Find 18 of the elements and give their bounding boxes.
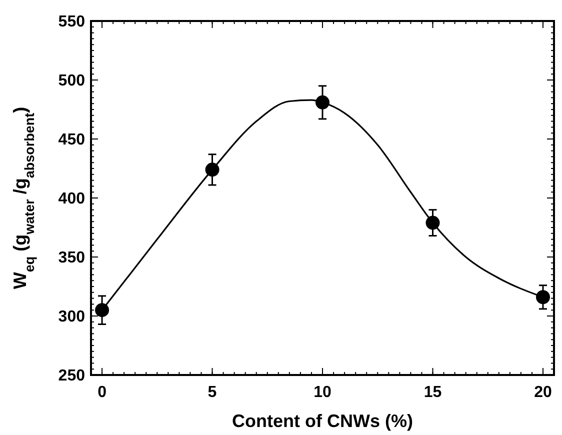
y-tick-label: 350: [58, 250, 86, 267]
point: [426, 216, 440, 230]
x-tick-label: 15: [424, 384, 442, 401]
point: [95, 303, 110, 318]
x-tick-label: 10: [314, 384, 332, 401]
x-tick-label: 0: [98, 384, 107, 401]
y-tick-label: 250: [58, 368, 86, 385]
y-tick-label: 450: [58, 132, 86, 149]
y-tick-label: 400: [58, 190, 86, 208]
point: [536, 290, 550, 304]
point: [205, 162, 220, 177]
x-tick-label: 5: [208, 384, 217, 401]
point: [316, 95, 330, 110]
x-axis-title: Content of CNWs (%): [232, 411, 413, 431]
y-tick-label: 300: [58, 308, 86, 326]
y-tick-label: 500: [58, 72, 86, 90]
y-tick-label: 550: [58, 14, 86, 31]
x-tick-label: 20: [534, 384, 552, 401]
